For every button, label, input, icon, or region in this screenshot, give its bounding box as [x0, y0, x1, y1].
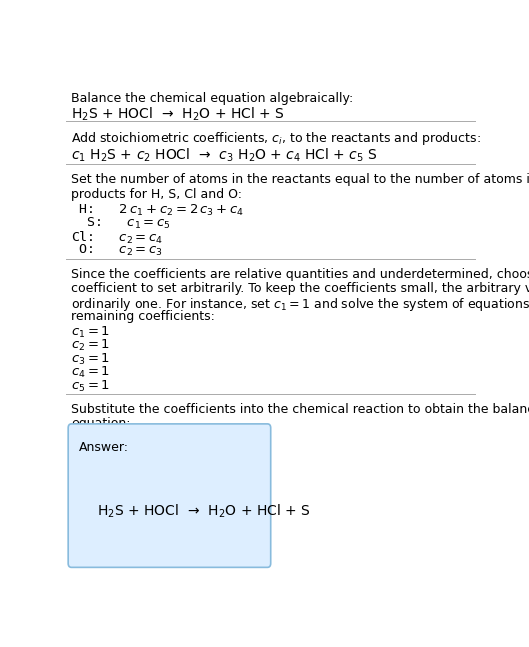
Text: H$_2$S + HOCl  →  H$_2$O + HCl + S: H$_2$S + HOCl → H$_2$O + HCl + S — [97, 502, 311, 520]
FancyBboxPatch shape — [68, 424, 271, 567]
Text: $c_5 = 1$: $c_5 = 1$ — [71, 378, 111, 393]
Text: Substitute the coefficients into the chemical reaction to obtain the balanced: Substitute the coefficients into the che… — [71, 403, 529, 416]
Text: Answer:: Answer: — [78, 441, 129, 454]
Text: Cl:   $c_2 = c_4$: Cl: $c_2 = c_4$ — [71, 230, 164, 246]
Text: $c_4 = 1$: $c_4 = 1$ — [71, 365, 111, 380]
Text: Balance the chemical equation algebraically:: Balance the chemical equation algebraica… — [71, 92, 354, 105]
Text: Add stoichiometric coefficients, $c_i$, to the reactants and products:: Add stoichiometric coefficients, $c_i$, … — [71, 131, 481, 148]
Text: O:   $c_2 = c_3$: O: $c_2 = c_3$ — [71, 243, 163, 258]
Text: H:   $2\,c_1 + c_2 = 2\,c_3 + c_4$: H: $2\,c_1 + c_2 = 2\,c_3 + c_4$ — [71, 203, 244, 218]
Text: ordinarily one. For instance, set $c_1 = 1$ and solve the system of equations fo: ordinarily one. For instance, set $c_1 =… — [71, 296, 529, 313]
Text: remaining coefficients:: remaining coefficients: — [71, 310, 215, 323]
Text: equation:: equation: — [71, 417, 131, 430]
Text: products for H, S, Cl and O:: products for H, S, Cl and O: — [71, 188, 242, 201]
Text: Set the number of atoms in the reactants equal to the number of atoms in the: Set the number of atoms in the reactants… — [71, 173, 529, 186]
Text: H$_2$S + HOCl  →  H$_2$O + HCl + S: H$_2$S + HOCl → H$_2$O + HCl + S — [71, 106, 285, 124]
Text: $c_2 = 1$: $c_2 = 1$ — [71, 338, 111, 353]
Text: $c_1$ H$_2$S + $c_2$ HOCl  →  $c_3$ H$_2$O + $c_4$ HCl + $c_5$ S: $c_1$ H$_2$S + $c_2$ HOCl → $c_3$ H$_2$O… — [71, 147, 378, 164]
Text: S:   $c_1 = c_5$: S: $c_1 = c_5$ — [71, 216, 171, 231]
Text: Since the coefficients are relative quantities and underdetermined, choose a: Since the coefficients are relative quan… — [71, 268, 529, 281]
Text: $c_3 = 1$: $c_3 = 1$ — [71, 352, 111, 367]
Text: $c_1 = 1$: $c_1 = 1$ — [71, 325, 111, 340]
Text: coefficient to set arbitrarily. To keep the coefficients small, the arbitrary va: coefficient to set arbitrarily. To keep … — [71, 282, 529, 295]
